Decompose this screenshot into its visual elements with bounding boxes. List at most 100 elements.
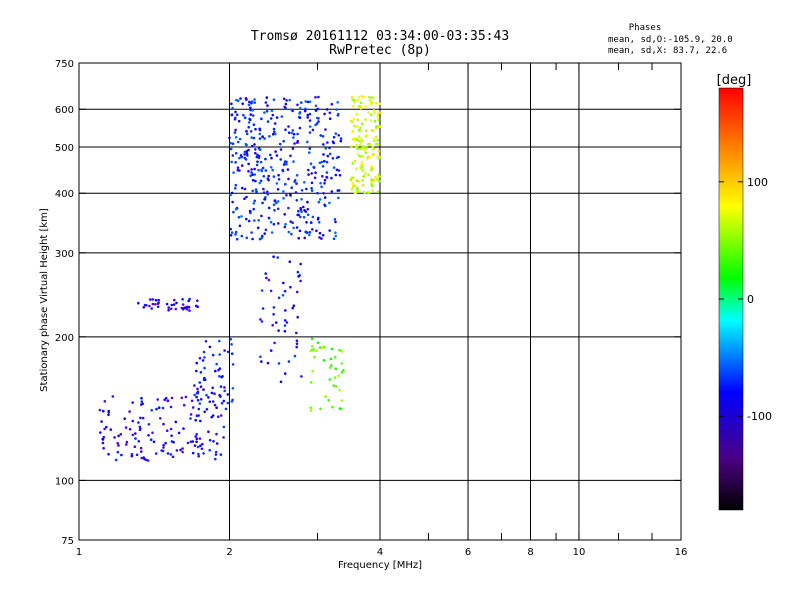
data-point xyxy=(215,442,219,445)
data-point xyxy=(308,151,311,154)
data-point xyxy=(234,116,237,120)
data-point xyxy=(266,104,269,107)
data-point xyxy=(175,301,178,305)
data-point xyxy=(295,182,298,185)
data-point xyxy=(377,175,381,178)
data-point xyxy=(162,443,165,447)
data-point xyxy=(336,101,340,104)
data-point xyxy=(116,450,120,454)
data-point xyxy=(174,420,178,424)
data-point xyxy=(325,160,329,164)
data-point xyxy=(321,234,325,237)
data-point xyxy=(264,272,268,275)
data-point xyxy=(270,156,273,160)
data-point xyxy=(200,447,204,451)
data-point xyxy=(197,407,201,411)
data-point xyxy=(266,120,270,123)
data-point xyxy=(311,128,315,132)
data-point xyxy=(316,107,320,111)
data-point xyxy=(335,168,339,172)
data-point xyxy=(308,112,312,116)
data-point xyxy=(287,360,291,363)
data-point xyxy=(372,147,376,151)
data-point xyxy=(197,452,200,456)
data-point xyxy=(235,113,239,117)
data-point xyxy=(355,124,359,128)
data-point xyxy=(325,171,329,174)
data-point xyxy=(307,173,310,176)
data-point xyxy=(352,98,356,102)
data-point xyxy=(151,431,154,435)
data-point xyxy=(147,423,151,426)
data-point xyxy=(377,157,381,160)
data-point xyxy=(173,298,176,302)
data-point xyxy=(360,122,364,126)
data-point xyxy=(237,119,241,123)
data-point xyxy=(328,201,331,205)
data-point xyxy=(215,432,218,436)
data-point xyxy=(322,153,325,156)
data-point xyxy=(289,220,293,223)
data-point xyxy=(190,399,194,403)
data-point xyxy=(252,202,256,205)
data-point xyxy=(304,100,308,103)
data-point xyxy=(296,270,300,274)
data-point xyxy=(334,173,338,177)
data-point xyxy=(285,160,288,164)
data-point xyxy=(351,181,355,185)
data-point xyxy=(277,296,281,300)
data-point xyxy=(147,434,150,437)
data-point xyxy=(175,449,179,452)
data-point xyxy=(231,154,235,157)
data-point xyxy=(293,142,296,145)
x-tick-labels: 1 2 4 6 8 10 16 xyxy=(76,547,688,558)
data-point xyxy=(351,105,355,108)
data-point xyxy=(290,232,293,236)
data-point xyxy=(232,210,235,214)
data-point xyxy=(338,173,342,177)
data-point xyxy=(364,118,367,121)
data-point xyxy=(161,449,165,453)
data-point xyxy=(298,126,302,130)
data-point xyxy=(370,165,373,168)
data-point xyxy=(308,147,312,150)
data-point xyxy=(285,99,288,102)
data-point xyxy=(360,160,364,164)
data-point xyxy=(361,184,365,187)
data-point xyxy=(265,109,269,113)
data-point xyxy=(229,234,233,237)
data-point xyxy=(259,355,262,359)
data-point xyxy=(361,169,365,172)
data-point xyxy=(365,129,368,132)
data-point xyxy=(304,230,307,234)
data-point xyxy=(368,155,372,159)
data-point xyxy=(372,109,376,112)
data-point xyxy=(283,225,287,229)
data-point xyxy=(260,214,263,218)
data-point xyxy=(245,217,248,221)
data-point xyxy=(280,115,284,118)
data-point xyxy=(299,206,303,210)
data-point xyxy=(311,369,315,373)
data-point xyxy=(276,207,280,211)
data-point xyxy=(340,362,344,365)
data-point xyxy=(111,395,115,398)
data-point xyxy=(249,106,252,110)
data-point xyxy=(274,150,277,153)
data-point xyxy=(276,256,280,259)
data-point xyxy=(271,168,275,172)
data-point xyxy=(298,111,302,114)
data-point xyxy=(244,142,248,146)
data-point xyxy=(356,98,359,102)
data-point xyxy=(199,385,203,389)
data-point xyxy=(216,415,220,419)
data-point xyxy=(321,165,325,168)
data-point xyxy=(193,444,197,447)
data-point xyxy=(226,350,230,354)
data-point xyxy=(263,137,266,140)
data-point xyxy=(279,158,283,161)
data-point xyxy=(321,135,325,138)
data-point xyxy=(219,385,223,388)
data-point xyxy=(371,189,375,192)
